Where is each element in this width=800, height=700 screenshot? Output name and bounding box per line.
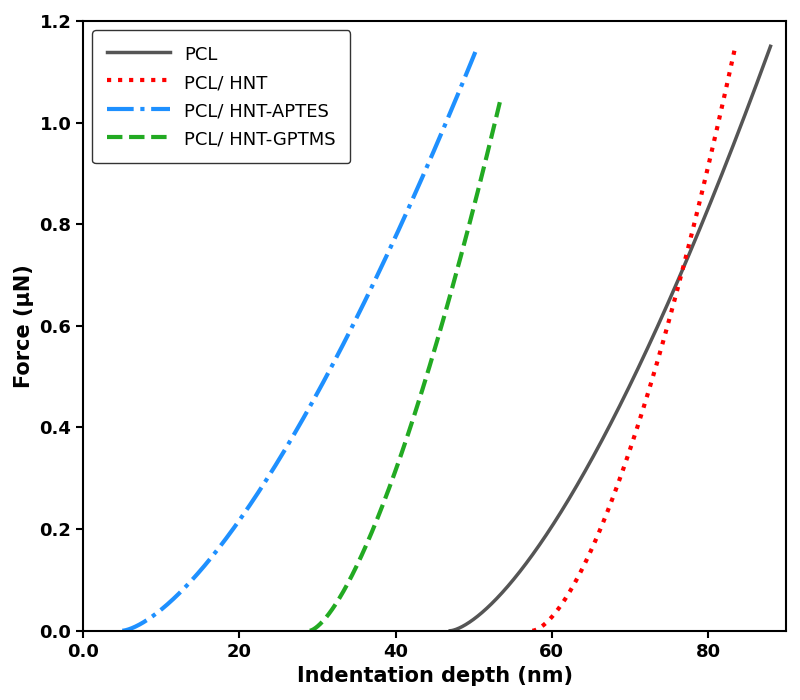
PCL xyxy=(586,456,596,464)
PCL/ HNT xyxy=(730,42,740,50)
PCL/ HNT-GPTMS xyxy=(436,323,446,331)
PCL xyxy=(766,42,775,50)
PCL/ HNT xyxy=(548,611,558,620)
X-axis label: Indentation depth (nm): Indentation depth (nm) xyxy=(297,666,573,686)
PCL xyxy=(478,608,488,616)
PCL xyxy=(575,476,585,484)
PCL/ HNT-APTES xyxy=(473,42,482,50)
PCL/ HNT-APTES xyxy=(118,626,127,635)
PCL/ HNT-APTES xyxy=(394,224,404,232)
Line: PCL/ HNT: PCL/ HNT xyxy=(532,46,735,631)
Line: PCL/ HNT-GPTMS: PCL/ HNT-GPTMS xyxy=(310,97,501,631)
PCL/ HNT-GPTMS xyxy=(389,470,398,479)
PCL/ HNT-GPTMS xyxy=(496,93,506,102)
PCL/ HNT-GPTMS xyxy=(382,489,392,498)
PCL/ HNT xyxy=(667,306,677,314)
PCL/ HNT-APTES xyxy=(154,608,163,616)
PCL/ HNT xyxy=(617,469,626,477)
PCL xyxy=(701,210,710,218)
PCL/ HNT-GPTMS xyxy=(325,609,334,617)
Line: PCL: PCL xyxy=(450,46,770,631)
Legend: PCL, PCL/ HNT, PCL/ HNT-APTES, PCL/ HNT-GPTMS: PCL, PCL/ HNT, PCL/ HNT-APTES, PCL/ HNT-… xyxy=(92,30,350,163)
PCL/ HNT xyxy=(686,234,695,242)
PCL/ HNT-APTES xyxy=(261,476,270,484)
PCL/ HNT-APTES xyxy=(274,456,284,464)
PCL/ HNT xyxy=(527,626,537,635)
Line: PCL/ HNT-APTES: PCL/ HNT-APTES xyxy=(122,46,478,631)
Y-axis label: Force (μN): Force (μN) xyxy=(14,264,34,388)
PCL/ HNT-GPTMS xyxy=(458,246,467,255)
PCL/ HNT-GPTMS xyxy=(454,259,464,267)
PCL/ HNT xyxy=(690,219,699,228)
PCL xyxy=(446,626,455,635)
PCL/ HNT xyxy=(610,489,619,498)
PCL/ HNT-APTES xyxy=(401,210,410,218)
PCL/ HNT-APTES xyxy=(362,294,371,302)
PCL/ HNT-GPTMS xyxy=(305,626,314,635)
PCL xyxy=(695,224,705,232)
PCL xyxy=(666,294,675,302)
